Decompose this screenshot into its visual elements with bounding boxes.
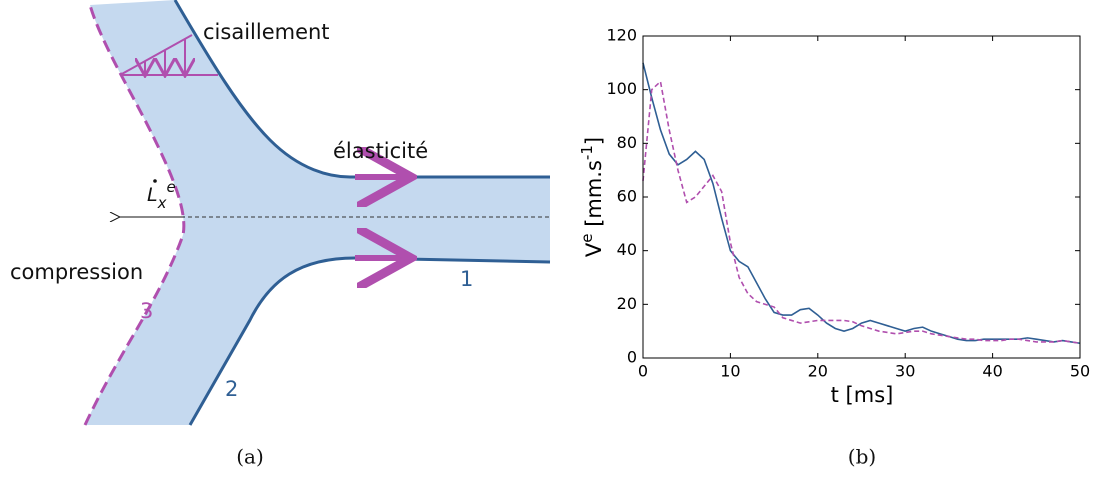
- x-tick-label: 50: [1070, 362, 1090, 381]
- velocity-base: L: [147, 184, 158, 206]
- velocity-sup: e: [166, 178, 175, 196]
- velocity-label: Lxe: [147, 178, 176, 212]
- x-tick-label: 20: [808, 362, 828, 381]
- y-label-unit: [mm.s: [582, 160, 606, 233]
- x-tick-label: 30: [895, 362, 915, 381]
- y-label-end: ]: [582, 137, 606, 145]
- label: compression: [10, 260, 143, 284]
- edge-free: [83, 4, 186, 426]
- caption: (a): [236, 445, 264, 469]
- y-axis-label: Ve [mm.s-1]: [578, 137, 607, 257]
- chart: (b) t [ms] Ve [mm.s-1] 0 10 20 30 40 50 0 20 40 6…: [578, 26, 1091, 469]
- y-label-base: V: [582, 242, 606, 257]
- diagram: cisaillement élasticité compression 1 2 …: [10, 0, 551, 469]
- label: 2: [225, 377, 238, 401]
- x-tick-label: 40: [982, 362, 1002, 381]
- dot: [153, 179, 157, 183]
- edge-bottom: [188, 256, 551, 426]
- x-tick-label: 10: [720, 362, 740, 381]
- data-line: [642, 62, 1081, 345]
- edge-top: [173, 0, 550, 179]
- y-tick-label: 80: [617, 133, 637, 152]
- label: cisaillement: [203, 20, 330, 44]
- velocity-sub: x: [157, 194, 167, 212]
- y-tick-label: 100: [606, 79, 637, 98]
- y-tick-label: 0: [627, 348, 637, 367]
- x-axis-label: t [ms]: [831, 383, 894, 407]
- caption: (b): [848, 445, 876, 469]
- plot-frame: [642, 35, 1081, 359]
- y-tick-label: 60: [617, 187, 637, 206]
- fluid-region: [85, 0, 550, 425]
- x-tick-label: 0: [638, 362, 648, 381]
- y-label-sup: e: [578, 233, 596, 242]
- y-tick-label: 120: [606, 26, 637, 45]
- y-tick-label: 40: [617, 240, 637, 259]
- y-tick-label: 20: [617, 294, 637, 313]
- data-line: [642, 80, 1081, 345]
- label: élasticité: [333, 139, 428, 163]
- label: 1: [460, 267, 473, 291]
- y-label-sup: -1: [578, 145, 596, 160]
- label: 3: [140, 299, 153, 323]
- shear-profile: [119, 34, 193, 76]
